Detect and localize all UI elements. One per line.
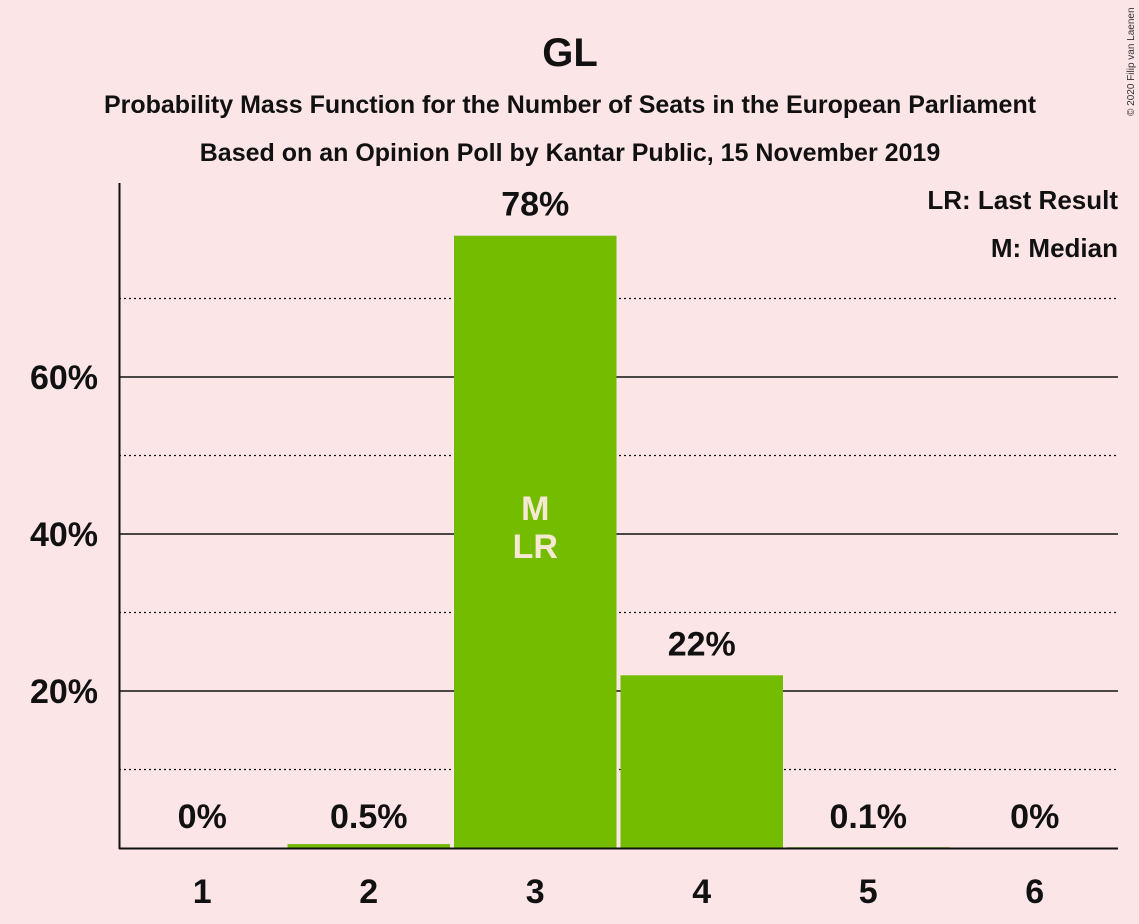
grid-lines — [119, 297, 1118, 771]
chart-subtitle-2: Based on an Opinion Poll by Kantar Publi… — [200, 139, 940, 167]
copyright-notice: © 2020 Filip van Laenen — [1126, 7, 1137, 116]
bar — [620, 675, 783, 848]
bar-value-label: 0% — [1010, 798, 1059, 836]
x-tick-label: 2 — [359, 873, 378, 911]
bar-value-label: 0.5% — [330, 798, 408, 836]
bar-inside-label: LR — [513, 528, 558, 566]
x-tick-label: 4 — [692, 873, 711, 911]
bar-value-label: 78% — [501, 186, 569, 224]
y-axis: 20% 40% 60% — [30, 183, 121, 849]
bar-inside-label: M — [521, 490, 549, 528]
legend-median: M: Median — [991, 233, 1118, 263]
x-tick-label: 3 — [526, 873, 545, 911]
chart-title: GL — [542, 31, 598, 75]
x-tick-label: 6 — [1025, 873, 1044, 911]
bar-value-label: 22% — [668, 625, 736, 663]
bar — [454, 235, 617, 848]
data-labels: 0% 0.5% 78% MLR 22% 0.1% 0% — [178, 186, 1060, 836]
y-tick-label: 20% — [30, 673, 98, 711]
bar-value-label: 0.1% — [830, 798, 908, 836]
y-tick-label: 60% — [30, 359, 98, 397]
legend-last-result: LR: Last Result — [927, 185, 1118, 215]
bars — [287, 235, 950, 849]
y-tick-label: 40% — [30, 516, 98, 554]
x-tick-label: 1 — [193, 873, 212, 911]
bar — [287, 844, 450, 848]
x-tick-label: 5 — [859, 873, 878, 911]
bar-value-label: 0% — [178, 798, 227, 836]
x-axis: 1 2 3 4 5 6 — [119, 847, 1118, 911]
chart-subtitle-1: Probability Mass Function for the Number… — [104, 91, 1037, 119]
